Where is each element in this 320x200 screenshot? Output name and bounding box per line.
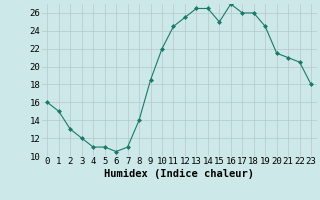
X-axis label: Humidex (Indice chaleur): Humidex (Indice chaleur): [104, 169, 254, 179]
